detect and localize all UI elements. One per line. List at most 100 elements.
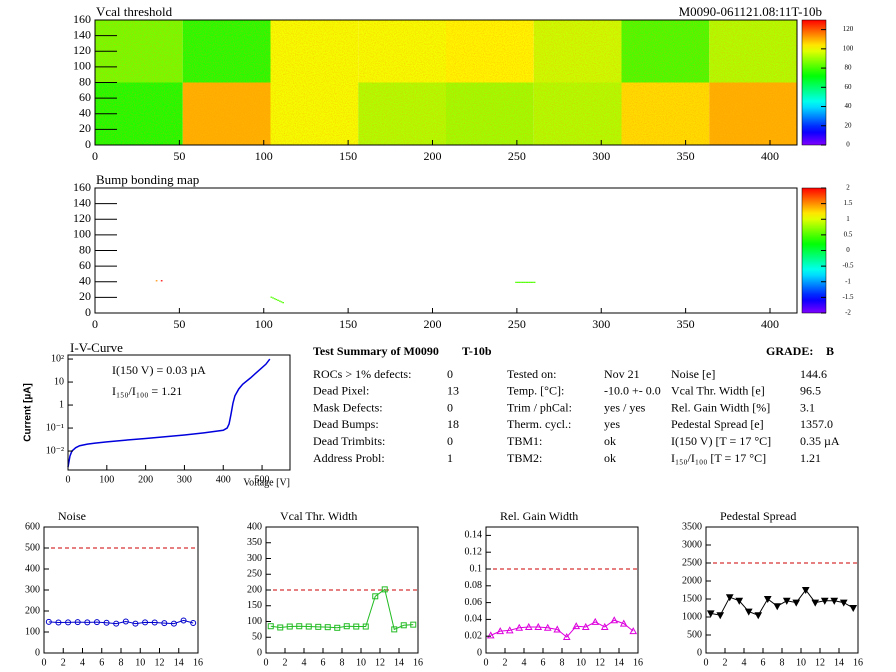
y-tick-label: 40	[79, 106, 91, 120]
marker	[486, 631, 495, 639]
x-tick-label: 2	[723, 657, 728, 668]
color-bar-label: 40	[845, 102, 853, 110]
summary-value: 144.6	[800, 367, 827, 381]
summary-label: Temp. [°C]:	[507, 384, 564, 398]
y-tick-label: 0.12	[465, 546, 483, 557]
x-tick-label: 2	[503, 657, 508, 668]
chart-subtitle: M0090-061121.08:11T-10b	[679, 4, 822, 19]
color-bar-label: -1	[845, 277, 851, 285]
summary-value: ok	[604, 434, 616, 448]
x-tick-label: 50	[173, 149, 185, 163]
x-tick-label: 14	[614, 657, 624, 668]
x-tick-label: 100	[255, 149, 273, 163]
color-bar-label: 60	[845, 83, 853, 91]
y-tick-label: 3500	[682, 521, 702, 532]
map-cell	[527, 281, 529, 283]
x-axis-label: Voltage [V]	[243, 477, 290, 488]
y-tick-label: 600	[25, 521, 40, 532]
summary-label: Rel. Gain Width [%]	[671, 400, 770, 414]
x-tick-label: 12	[155, 657, 165, 668]
x-tick-label: 10	[576, 657, 586, 668]
marker	[591, 617, 600, 625]
marker	[151, 619, 158, 626]
summary-label: TBM2:	[507, 451, 542, 465]
map-cell	[270, 296, 273, 298]
summary-value: Nov 21	[604, 367, 640, 381]
y-tick-label: 120	[73, 211, 91, 225]
x-tick-label: 8	[780, 657, 785, 668]
summary-value: 0	[447, 367, 453, 381]
map-cell	[272, 297, 274, 299]
marker	[180, 617, 187, 624]
x-tick-label: 100	[99, 474, 114, 485]
marker	[391, 626, 398, 633]
x-tick-label: 4	[80, 657, 85, 668]
marker	[315, 623, 322, 630]
y-tick-label: 500	[687, 629, 702, 640]
x-tick-label: 150	[339, 149, 357, 163]
marker	[610, 616, 619, 624]
x-tick-label: 4	[742, 657, 747, 668]
y-tick-label: 60	[79, 258, 91, 272]
marker	[122, 618, 129, 625]
map-cell	[280, 301, 283, 303]
y-tick-label: 0.04	[465, 614, 483, 625]
summary-label: Tested on:	[507, 367, 556, 381]
color-bar-label: 0	[846, 246, 850, 254]
y-tick-label: 400	[25, 563, 40, 574]
chart-panel: 0 100 200 300 400 500 10⁻² 10⁻¹ 1 10 10² I-V-Curve V…	[23, 340, 291, 488]
chart-title: Rel. Gain Width	[500, 509, 578, 523]
x-tick-label: 12	[595, 657, 605, 668]
y-tick-label: 400	[247, 521, 262, 532]
color-bar-label: 1	[846, 215, 850, 223]
marker	[353, 623, 360, 630]
marker	[113, 620, 120, 627]
x-tick-label: 12	[815, 657, 825, 668]
chart-panel: 0 2 4 6 8 10 12 14 16 0 500 1000 1500 2000 2500 3000 350…	[682, 509, 863, 669]
y-tick-label: 1000	[682, 611, 702, 622]
x-tick-label: 300	[592, 149, 610, 163]
map-cell	[273, 298, 276, 300]
y-tick-label: 100	[73, 59, 91, 73]
annotation: I₁₅₀/I₁₀₀ = 1.21	[112, 384, 182, 398]
x-tick-label: 500	[255, 474, 270, 485]
x-tick-label: 0	[264, 657, 269, 668]
marker	[142, 619, 149, 626]
color-bar-label: 80	[845, 64, 853, 72]
map-cell	[533, 281, 536, 283]
y-tick-label: 0	[477, 647, 482, 658]
y-tick-label: 0.08	[465, 580, 483, 591]
color-bar-label: -0.5	[842, 262, 854, 270]
color-bar-label: 0.5	[844, 230, 853, 238]
y-tick-label: 200	[25, 605, 40, 616]
marker	[372, 593, 379, 600]
marker	[562, 632, 571, 641]
summary-label: Pedestal Spread [e]	[671, 417, 764, 431]
marker	[45, 618, 52, 625]
x-tick-label: 250	[508, 149, 526, 163]
summary-value: 96.5	[800, 384, 821, 398]
data-line	[490, 619, 634, 638]
color-bar-label: -1.5	[842, 293, 854, 301]
chart-title: Pedestal Spread	[720, 509, 796, 523]
map-cell	[275, 298, 278, 301]
marker	[534, 622, 543, 630]
summary-label: I(150 V) [T = 17 °C]	[671, 434, 771, 448]
x-tick-label: 50	[173, 317, 185, 331]
color-bar-label: 1.5	[844, 199, 853, 207]
marker	[132, 620, 139, 627]
y-tick-label: 160	[73, 12, 91, 26]
chart-title: Bump bonding map	[96, 172, 199, 187]
x-tick-label: 250	[508, 317, 526, 331]
plot-frame	[67, 354, 291, 471]
marker	[296, 623, 303, 630]
x-tick-label: 8	[560, 657, 565, 668]
marker	[792, 599, 801, 607]
summary-title: Test Summary of M0090	[313, 344, 439, 358]
summary-label: ROCs > 1% defects:	[313, 367, 411, 381]
heatmap-texture	[95, 20, 797, 145]
y-tick-label: 160	[73, 180, 91, 194]
color-bar-label: 2	[846, 184, 850, 192]
x-tick-label: 0	[66, 474, 71, 485]
y-tick-label: 350	[247, 537, 262, 548]
